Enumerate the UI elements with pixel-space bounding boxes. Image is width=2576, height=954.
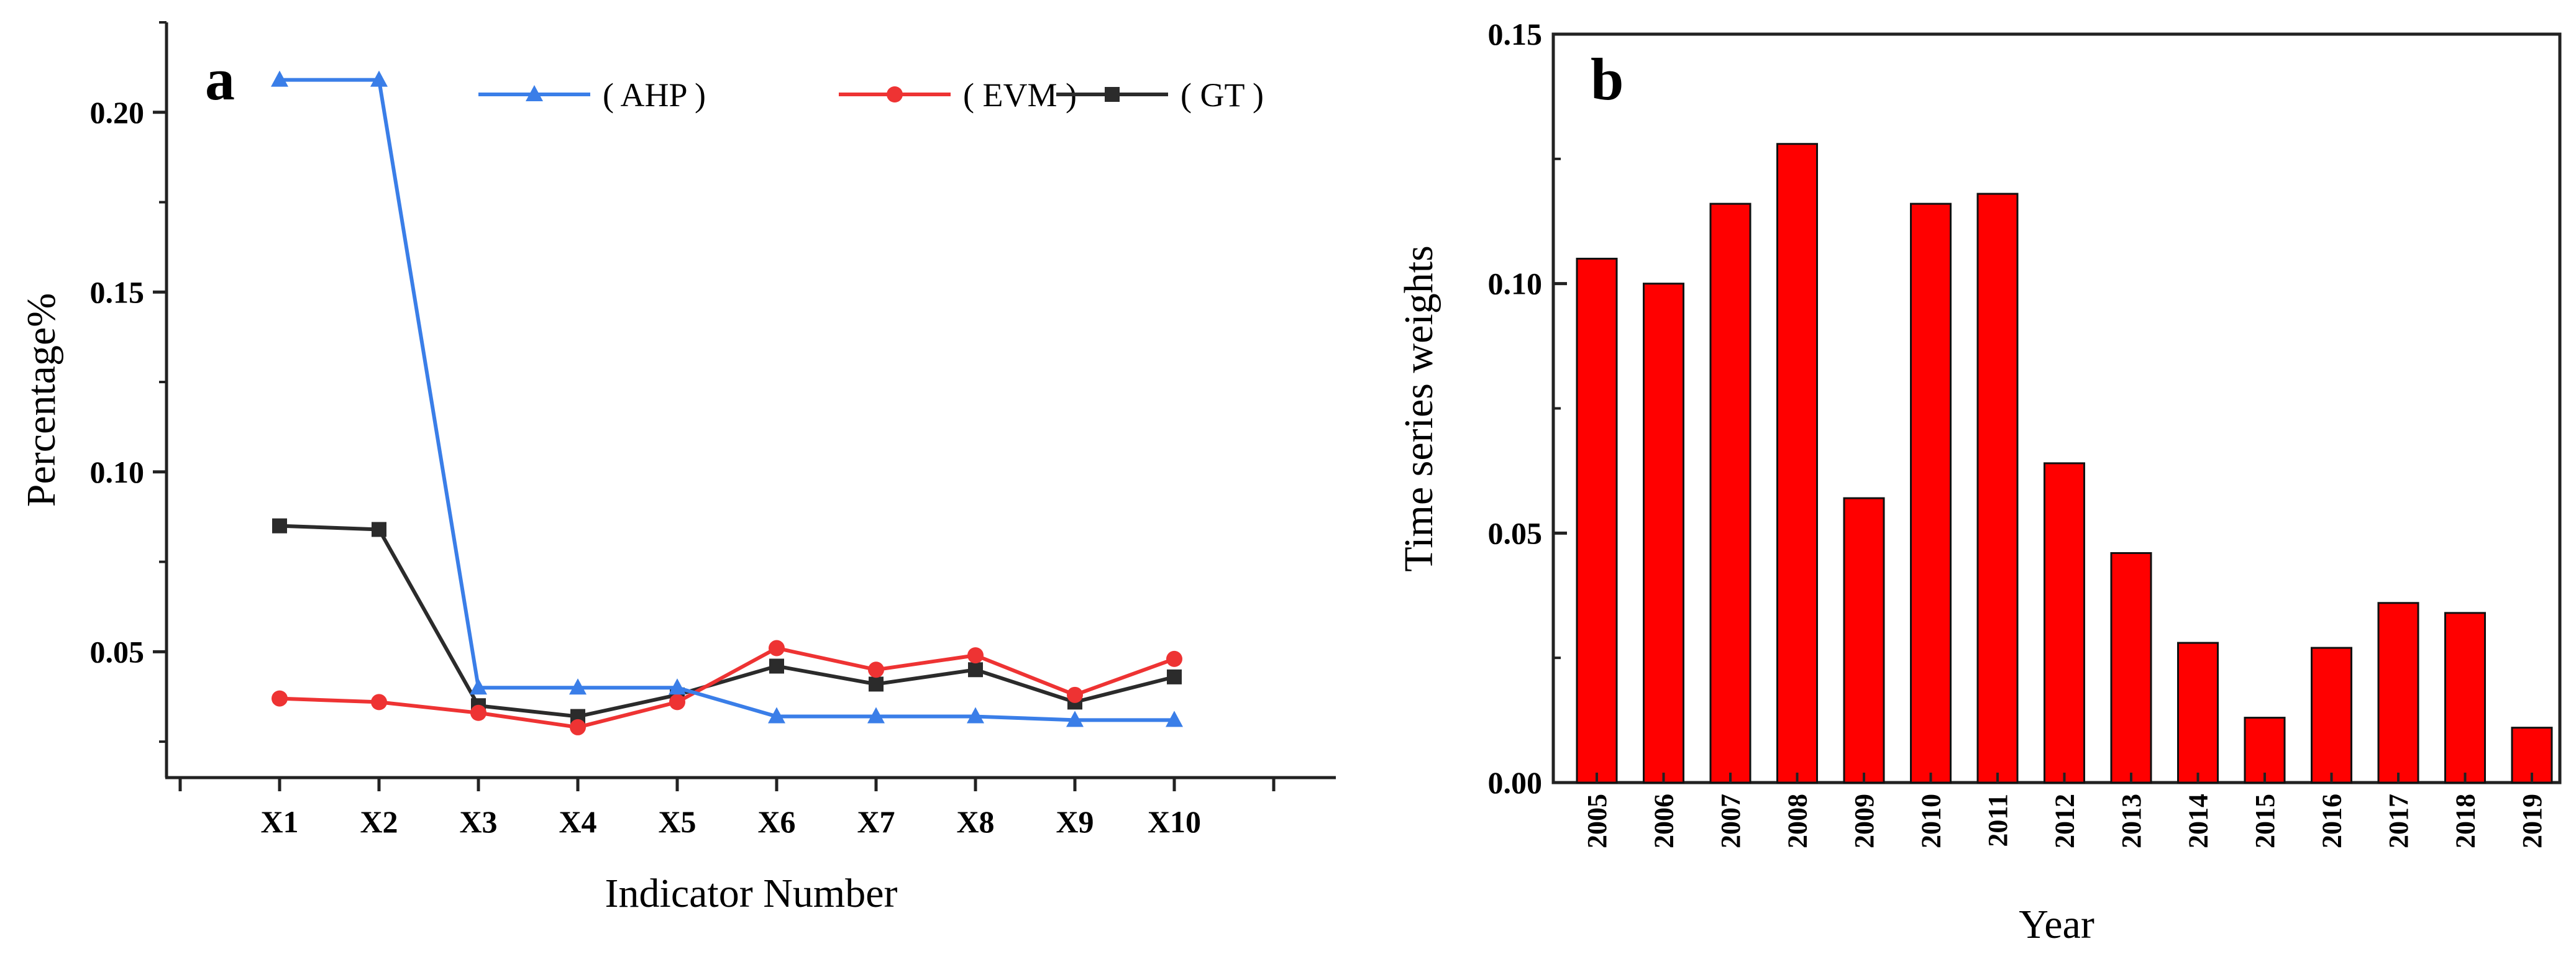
panel-b-letter: b: [1591, 46, 1624, 112]
panel-a-legend-marker: [887, 86, 903, 102]
panel-b-y-tick-label: 0.05: [1488, 516, 1543, 550]
panel-a-data-point: [271, 70, 288, 87]
panel-a-y-axis-label: Percentage%: [19, 293, 64, 507]
panel-b-x-tick-label: 2010: [1916, 794, 1947, 848]
panel-b-x-axis-label: Year: [2019, 902, 2094, 947]
panel-a-x-ticks: X1 X2 X3 X4 X5 X6 X7 X8 X9 X10: [178, 778, 1276, 839]
panel-a-x-tick-label: X9: [1056, 804, 1094, 839]
panel-a-letter: a: [205, 46, 235, 112]
panel-b-bar: [1576, 258, 1618, 784]
panel-a-data-point: [470, 704, 486, 721]
panel-a-data-point: [371, 694, 387, 711]
panel-a-y-ticks: 0.05 0.10 0.15 0.20: [90, 21, 167, 743]
panel-b-bar: [1976, 193, 2019, 784]
panel-b-y-axis-label: Time series weights: [1396, 245, 1441, 572]
panel-a-data-point: [1067, 686, 1083, 703]
panel-a-x-tick-label: X1: [260, 804, 298, 839]
panel-a-series-2: [272, 518, 1182, 724]
panel-a-data-point: [470, 678, 487, 695]
panel-b-x-ticks: 2005 2006 2007 2008 2009 2010 2011 2012 2013 2014…: [1582, 773, 2547, 848]
panel-b-y-tick-label: 0.10: [1488, 266, 1543, 301]
panel-b-x-tick-label: 2015: [2250, 794, 2280, 848]
panel-b-bar: [1643, 283, 1684, 784]
panel-b-bar: [2110, 552, 2152, 784]
panel-b-y-ticks: 0.00 0.05 0.10 0.15: [1488, 17, 1567, 800]
panel-b-x-tick-label: 2019: [2517, 794, 2547, 848]
panel-a-data-point: [669, 678, 686, 695]
panel-a-data-point: [569, 678, 587, 695]
panel-a-data-point: [372, 522, 386, 537]
panel-a-data-point: [669, 694, 685, 711]
panel-a-data-point: [272, 518, 287, 534]
panel-a-legend: ( AHP )( EVM )( GT ): [478, 76, 1264, 114]
panel-b-x-tick-label: 2005: [1582, 794, 1612, 848]
panel-a-x-tick-label: X6: [757, 804, 795, 839]
panel-b-x-tick-label: 2013: [2116, 794, 2147, 848]
panel-a-legend-label: ( GT ): [1181, 76, 1264, 114]
panel-a-data-point: [1166, 711, 1183, 727]
panel-b-x-tick-label: 2008: [1783, 794, 1813, 848]
panel-a-x-tick-label: X7: [857, 804, 895, 839]
panel-b-x-tick-label: 2016: [2317, 794, 2347, 848]
panel-b-x-tick-label: 2014: [2183, 794, 2214, 848]
panel-b-bar: [1709, 202, 1752, 784]
panel-b-x-tick-label: 2011: [1983, 794, 2013, 847]
panel-a-data-point: [1166, 650, 1182, 667]
panel-b-x-tick-label: 2007: [1715, 794, 1746, 848]
panel-b-x-tick-label: 2012: [2050, 794, 2080, 848]
panel-a-series-line: [280, 78, 1174, 722]
panel-a-data-point: [967, 647, 984, 664]
panel-a-y-tick-label: 0.05: [90, 634, 145, 669]
panel-a-data-point: [272, 690, 288, 707]
panel-a-x-tick-label: X8: [956, 804, 994, 839]
panel-b-bar-chart: b 0.000.050.100.15 2005 2006 2007 2008 2009 2…: [1396, 17, 2562, 947]
panel-a-data-point: [868, 661, 884, 678]
panel-b-bar: [2044, 462, 2085, 784]
panel-b-bar: [2444, 612, 2486, 784]
panel-a-x-tick-label: X4: [559, 804, 596, 839]
panel-a-data-point: [867, 707, 885, 724]
panel-b-bar: [1910, 202, 1952, 784]
panel-b-bar: [2311, 647, 2352, 784]
panel-a-x-tick-label: X3: [459, 804, 497, 839]
panel-a-data-point: [768, 707, 785, 724]
panel-a-series-0: [271, 70, 1183, 727]
panel-b-bar: [1776, 143, 1818, 784]
panel-a-series-line: [279, 646, 1176, 729]
panel-a-data-point: [1167, 669, 1182, 684]
panel-a-data-point: [1066, 711, 1084, 727]
panel-b-y-tick-label: 0.00: [1488, 765, 1543, 800]
panel-b-bar: [2177, 642, 2219, 784]
panel-a-y-tick-label: 0.15: [90, 275, 145, 309]
panel-b-x-tick-label: 2017: [2383, 794, 2414, 848]
panel-b-bar: [1843, 497, 1885, 784]
panel-a-data-point: [769, 658, 784, 674]
panel-a-x-tick-label: X10: [1148, 804, 1201, 839]
panel-a-legend-label: ( AHP ): [603, 76, 706, 114]
panel-a-data-point: [370, 70, 388, 87]
panel-a-data-point: [869, 676, 884, 692]
panel-b-x-tick-label: 2018: [2450, 794, 2481, 848]
panel-a-data-point: [967, 707, 984, 724]
panel-a-line-chart: a 0.05 0.10 0.15 0.20 X1 X2 X3 X4 X5 X6 X7 X8 X9 X10…: [19, 21, 1336, 916]
panel-a-legend-marker: [1105, 87, 1120, 102]
panel-a-data-point: [968, 662, 983, 678]
panel-a-x-tick-label: X5: [658, 804, 696, 839]
panel-a-x-tick-label: X2: [360, 804, 398, 839]
panel-a-series: [271, 70, 1183, 735]
panel-a-y-tick-label: 0.20: [90, 95, 145, 130]
panel-b-bars: [1576, 143, 2553, 784]
panel-a-series-1: [272, 640, 1182, 735]
panel-a-series-line: [279, 524, 1175, 719]
panel-b-y-tick-label: 0.15: [1488, 17, 1543, 52]
panel-b-x-tick-label: 2009: [1849, 794, 1879, 848]
panel-a-x-axis-label: Indicator Number: [605, 871, 898, 916]
panel-a-legend-marker: [526, 85, 543, 101]
panel-a-y-tick-label: 0.10: [90, 455, 145, 489]
panel-a-data-point: [769, 640, 785, 656]
panel-a-data-point: [570, 719, 586, 735]
panel-b-bar: [2377, 602, 2419, 784]
panel-b-x-tick-label: 2006: [1649, 794, 1679, 848]
